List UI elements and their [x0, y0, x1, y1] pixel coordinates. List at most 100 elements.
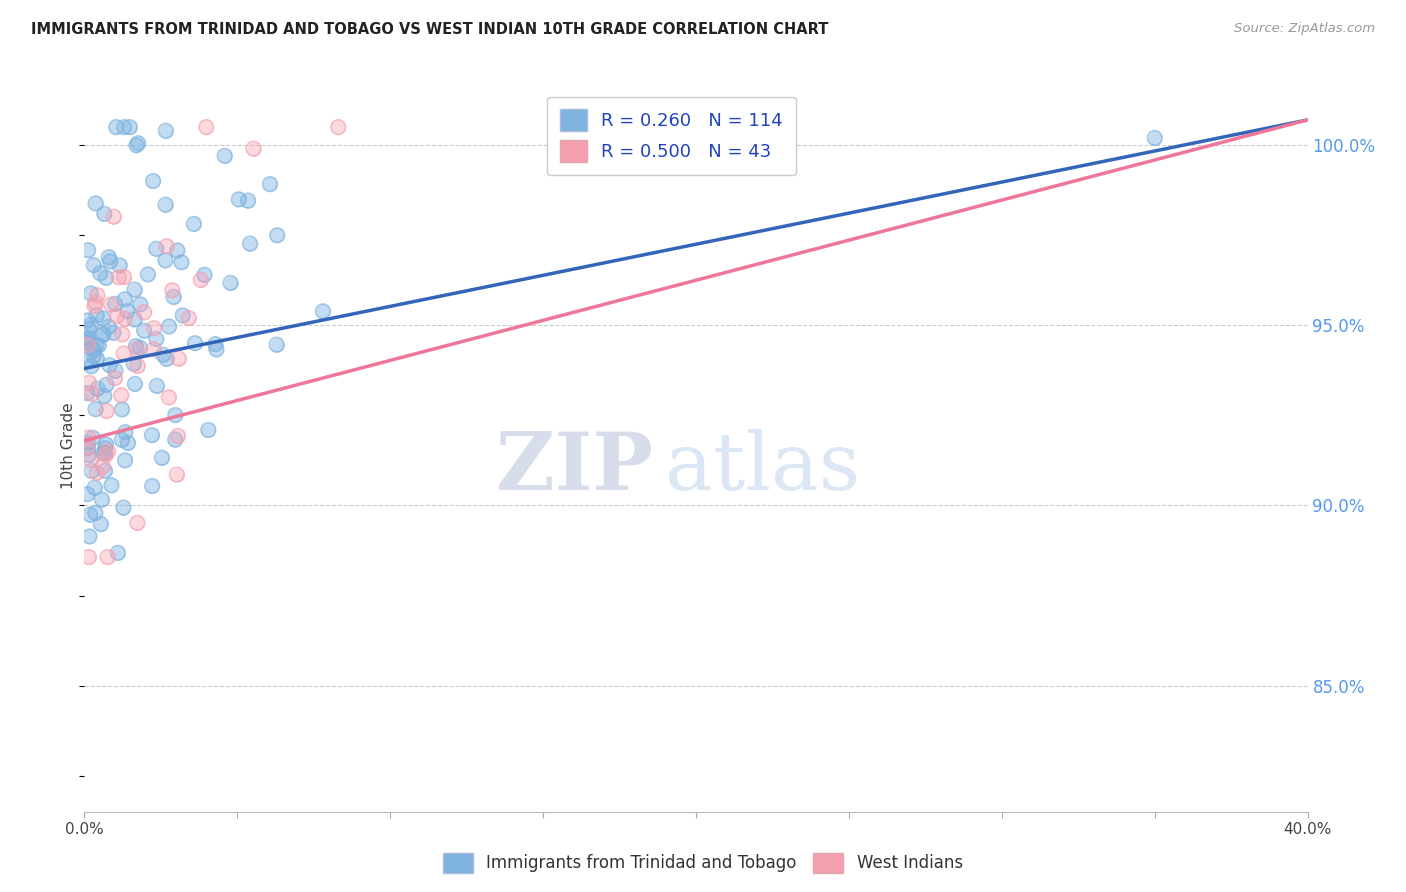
Point [183, 217, 205, 231]
Point [195, 120, 218, 135]
Point [155, 124, 177, 138]
Point [104, 371, 127, 385]
Point [127, 516, 149, 530]
Point [142, 174, 165, 188]
Point [183, 217, 205, 231]
Point [94, 448, 117, 462]
Point [242, 142, 264, 156]
Point [86, 338, 108, 352]
Point [96, 377, 118, 392]
Point [100, 478, 122, 492]
Point [177, 311, 200, 326]
Point [80, 359, 103, 374]
Point [97, 549, 120, 564]
Point [93, 207, 115, 221]
Point [266, 337, 288, 351]
Point [266, 228, 288, 243]
Point [80, 318, 103, 332]
Point [77, 441, 100, 455]
Point [157, 319, 180, 334]
Point [77, 243, 100, 257]
Point [86, 466, 108, 480]
Point [103, 210, 125, 224]
Point [91, 459, 114, 474]
Point [112, 120, 135, 135]
Point [98, 358, 121, 372]
Point [312, 304, 335, 318]
Point [112, 270, 135, 285]
Point [155, 198, 177, 212]
Point [328, 120, 350, 135]
Point [214, 149, 236, 163]
Point [142, 321, 165, 335]
Point [105, 120, 128, 135]
Point [83, 299, 105, 313]
Point [111, 402, 134, 417]
Point [94, 448, 117, 462]
Point [105, 120, 128, 135]
Point [94, 270, 117, 285]
Point [125, 138, 148, 153]
Point [155, 351, 177, 366]
Point [195, 120, 218, 135]
Point [219, 276, 242, 290]
Point [94, 446, 117, 460]
Point [155, 124, 177, 138]
Point [239, 236, 262, 251]
Point [89, 266, 111, 280]
Point [82, 431, 104, 445]
Point [91, 311, 114, 326]
Point [145, 332, 167, 346]
Point [84, 506, 107, 520]
Point [77, 550, 100, 565]
Text: atlas: atlas [665, 429, 860, 507]
Point [86, 382, 108, 396]
Point [91, 311, 114, 326]
Point [83, 343, 105, 357]
Point [104, 297, 127, 311]
Point [105, 309, 128, 323]
Point [80, 386, 103, 401]
Point [172, 309, 194, 323]
Point [79, 529, 101, 543]
Point [103, 210, 125, 224]
Point [97, 250, 120, 264]
Point [114, 425, 136, 439]
Point [197, 423, 219, 437]
Point [100, 297, 122, 311]
Point [117, 304, 139, 318]
Point [166, 244, 188, 258]
Point [86, 308, 108, 322]
Point [83, 349, 105, 363]
Point [97, 319, 120, 334]
Point [93, 207, 115, 221]
Point [157, 390, 180, 404]
Text: Source: ZipAtlas.com: Source: ZipAtlas.com [1234, 22, 1375, 36]
Point [93, 389, 115, 403]
Point [242, 142, 264, 156]
Point [228, 193, 250, 207]
Point [82, 342, 104, 356]
Point [76, 487, 98, 501]
Point [205, 343, 228, 357]
Point [80, 464, 103, 478]
Point [84, 295, 107, 310]
Point [82, 431, 104, 445]
Point [98, 254, 121, 268]
Point [184, 336, 207, 351]
Point [77, 431, 100, 445]
Point [204, 337, 226, 351]
Point [94, 270, 117, 285]
Point [77, 431, 100, 445]
Point [79, 286, 101, 301]
Point [83, 258, 105, 272]
Point [193, 268, 215, 282]
Point [114, 293, 136, 307]
Point [94, 437, 117, 451]
Point [190, 273, 212, 287]
Point [79, 508, 101, 522]
Point [76, 332, 98, 346]
Point [98, 358, 121, 372]
Point [228, 193, 250, 207]
Point [103, 326, 125, 340]
